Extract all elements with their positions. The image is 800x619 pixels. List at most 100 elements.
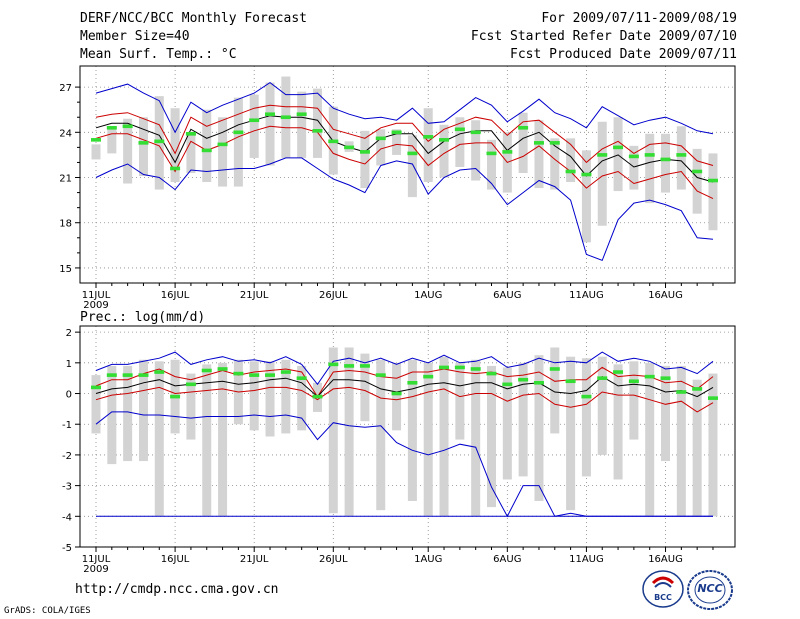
temp-range-bar bbox=[566, 138, 576, 183]
temp-obs-marker bbox=[660, 157, 671, 162]
prec-xtick-label: 26JUL bbox=[319, 554, 348, 565]
prec-range-bar bbox=[534, 355, 544, 501]
temp-obs-marker bbox=[265, 112, 276, 117]
temp-range-bar bbox=[487, 139, 496, 190]
temp-obs-marker bbox=[312, 128, 323, 133]
prec-range-bar bbox=[344, 347, 354, 517]
temp-xtick-label: 26JUL bbox=[319, 290, 348, 301]
temp-obs-marker bbox=[628, 154, 639, 159]
prec-obs-marker bbox=[185, 382, 196, 387]
temp-range-bar bbox=[692, 148, 702, 214]
prec-range-bar bbox=[281, 359, 291, 434]
temp-obs-marker bbox=[344, 145, 355, 150]
temp-range-bar bbox=[123, 118, 133, 184]
temp-ytick-label: 24 bbox=[59, 128, 72, 139]
temp-obs-marker bbox=[359, 150, 370, 154]
prec-range-bar bbox=[407, 359, 417, 501]
prec-xtick-label: 21JUL bbox=[240, 554, 269, 565]
prec-obs-marker bbox=[454, 365, 465, 370]
temp-range-bar bbox=[407, 135, 417, 198]
prec-obs-marker bbox=[533, 380, 544, 385]
bcc-logo-text: BCC bbox=[654, 593, 672, 602]
prec-range-bar bbox=[692, 379, 702, 517]
temp-min-line bbox=[95, 157, 714, 262]
temp-range-bar bbox=[202, 109, 212, 183]
prec-obs-marker bbox=[644, 374, 655, 379]
prec-obs-marker bbox=[265, 373, 276, 377]
prec-xtick-label: 11AUG bbox=[569, 554, 604, 565]
prec-obs-marker bbox=[660, 376, 671, 380]
prec-min-line bbox=[95, 411, 713, 518]
temp-range-bar bbox=[376, 129, 386, 166]
temp-ytick-label: 15 bbox=[59, 264, 72, 275]
prec-obs-marker bbox=[359, 364, 370, 368]
prec-range-bar bbox=[249, 361, 259, 431]
prec-range-bar bbox=[423, 362, 433, 517]
prec-obs-marker bbox=[249, 373, 260, 377]
temp-range-bar bbox=[534, 120, 544, 189]
prec-obs-marker bbox=[470, 367, 481, 371]
prec-obs-marker bbox=[439, 365, 450, 370]
temp-obs-marker bbox=[644, 153, 655, 157]
temp-max-line bbox=[95, 81, 714, 135]
prec-range-bar bbox=[550, 347, 560, 434]
temp-obs-marker bbox=[549, 141, 560, 145]
prec-range-bar bbox=[376, 359, 386, 511]
temp-range-bar bbox=[455, 117, 465, 167]
temp-obs-marker bbox=[280, 115, 291, 120]
prec-range-bar bbox=[439, 356, 449, 517]
prec-range-bar bbox=[265, 361, 275, 437]
prec-obs-marker bbox=[201, 368, 212, 373]
ncc-logo-text: NCC bbox=[697, 582, 723, 595]
prec-obs-marker bbox=[328, 362, 339, 367]
temp-obs-marker bbox=[502, 150, 513, 154]
temp-obs-marker bbox=[106, 125, 117, 130]
temp-obs-marker bbox=[170, 166, 181, 171]
prec-range-bar bbox=[471, 359, 481, 517]
prec-range-bar bbox=[629, 361, 639, 440]
prec-range-bar bbox=[613, 364, 623, 480]
source-url[interactable]: http://cmdp.ncc.cma.gov.cn bbox=[75, 582, 279, 597]
prec-ytick-label: -1 bbox=[62, 420, 72, 431]
prec-xtick-label: 1AUG bbox=[414, 554, 442, 565]
temp-obs-marker bbox=[249, 118, 260, 123]
prec-range-bar bbox=[360, 353, 370, 422]
prec-range-bar bbox=[202, 364, 212, 517]
temp-xtick-label: 21JUL bbox=[240, 290, 269, 301]
temp-obs-marker bbox=[470, 130, 481, 135]
temp-range-bar bbox=[518, 112, 528, 173]
prec-ytick-label: 2 bbox=[66, 328, 72, 339]
temp-obs-marker bbox=[138, 141, 149, 145]
grads-credit: GrADS: COLA/IGES bbox=[4, 606, 91, 616]
temp-obs-marker bbox=[391, 130, 402, 135]
prec-ytick-label: 0 bbox=[66, 390, 72, 401]
temp-ytick-label: 27 bbox=[59, 83, 72, 94]
temp-obs-marker bbox=[439, 138, 450, 142]
temp-obs-marker bbox=[707, 178, 718, 183]
prec-obs-marker bbox=[407, 380, 418, 385]
bcc-logo: BCC bbox=[641, 569, 685, 609]
prec-obs-marker bbox=[486, 371, 497, 376]
prec-ytick-label: 1 bbox=[66, 359, 72, 370]
prec-range-bar bbox=[123, 365, 133, 462]
prec-range-bar bbox=[518, 362, 528, 477]
prec-obs-marker bbox=[549, 367, 560, 371]
prec-obs-marker bbox=[138, 373, 149, 377]
prec-obs-marker bbox=[518, 377, 529, 382]
prec-ytick-label: -4 bbox=[62, 512, 72, 523]
prec-obs-marker bbox=[391, 391, 402, 396]
temp-range-bar bbox=[107, 126, 117, 154]
prec-ytick-label: -3 bbox=[62, 482, 72, 493]
temp-range-bar bbox=[170, 108, 180, 183]
temp-mean-line bbox=[95, 115, 714, 183]
member-size: Member Size=40 bbox=[80, 29, 190, 44]
variable-label: Mean Surf. Temp.: °C bbox=[80, 47, 237, 62]
prec-upper-line bbox=[95, 366, 714, 398]
temp-xtick-label: 1AUG bbox=[414, 290, 442, 301]
prec-obs-marker bbox=[280, 370, 291, 374]
temp-range-bar bbox=[91, 144, 101, 160]
temp-obs-marker bbox=[407, 151, 418, 156]
prec-range-bar bbox=[218, 362, 228, 517]
prec-range-bar bbox=[708, 373, 718, 517]
temp-range-bar bbox=[471, 120, 481, 181]
